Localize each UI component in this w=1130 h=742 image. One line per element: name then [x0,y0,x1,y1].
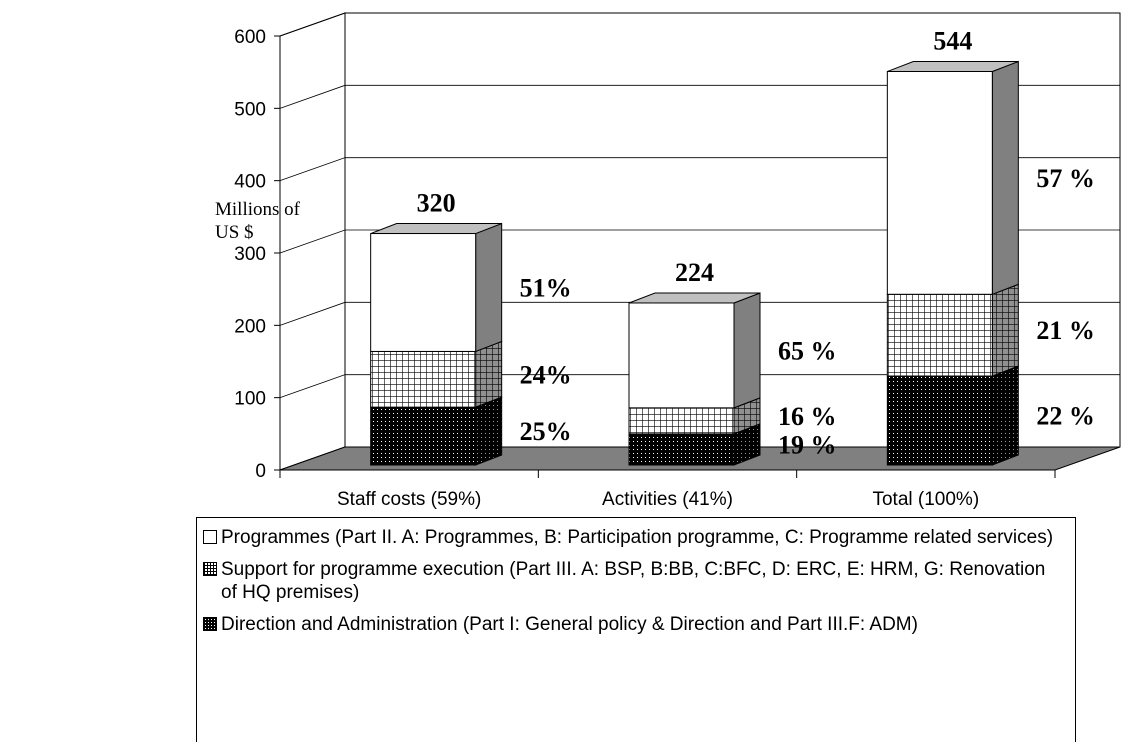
bar-side [991,60,1019,296]
bar-side [475,340,503,408]
share-label: 51% [520,273,572,302]
total-label: 544 [933,27,972,56]
y-axis-label: Millions of US $ [215,199,300,243]
grid-line [279,374,1120,399]
legend-item: Support for programme execution (Part II… [203,558,1065,604]
legend: Programmes (Part II. A: Programmes, B: P… [196,517,1076,742]
share-label: 19 % [778,430,837,459]
x-tick-label: Activities (41%) [602,489,733,510]
bar [628,407,735,435]
bar-side [991,283,1019,377]
y-tick-label: 100 [234,389,266,410]
legend-swatch [203,530,217,544]
legend-label: Programmes (Part II. A: Programmes, B: P… [221,527,1054,548]
bar [370,406,477,466]
total-label: 320 [417,189,456,218]
bar [370,350,477,408]
legend-swatch [203,562,217,576]
bar-side [475,396,503,466]
grid-line [279,157,1120,182]
legend-label: Direction and Administration (Part I: Ge… [221,614,918,635]
bar [370,233,477,352]
legend-label: Support for programme execution (Part II… [221,559,1046,603]
grid-line [279,84,1120,109]
bar [628,302,735,409]
y-tick-label: 600 [234,27,266,48]
x-tick-label: Total (100%) [872,489,979,510]
share-label: 25% [520,417,572,446]
bar [886,375,993,466]
bar [886,71,993,295]
y-tick-label: 300 [234,244,266,265]
bar-side [475,222,503,353]
x-tick-label: Staff costs (59%) [337,489,481,510]
y-tick-label: 0 [255,461,266,482]
grid-line [279,12,1120,37]
bar [628,433,735,466]
y-tick-label: 200 [234,316,266,337]
y-tick-label: 400 [234,172,266,193]
grid-line [279,301,1120,326]
share-label: 65 % [778,336,837,365]
y-tick-label: 500 [234,99,266,120]
share-label: 22 % [1036,402,1095,431]
total-label: 224 [675,258,714,287]
share-label: 24% [520,360,572,389]
share-label: 57 % [1036,164,1095,193]
legend-item: Programmes (Part II. A: Programmes, B: P… [203,526,1065,549]
grid-line [279,229,1120,254]
share-label: 21 % [1036,316,1095,345]
bar-side [991,365,1019,466]
bar-side [733,292,761,409]
legend-item: Direction and Administration (Part I: Ge… [203,613,1065,636]
legend-swatch [203,617,217,631]
share-label: 16 % [778,402,837,431]
bar [886,293,993,377]
